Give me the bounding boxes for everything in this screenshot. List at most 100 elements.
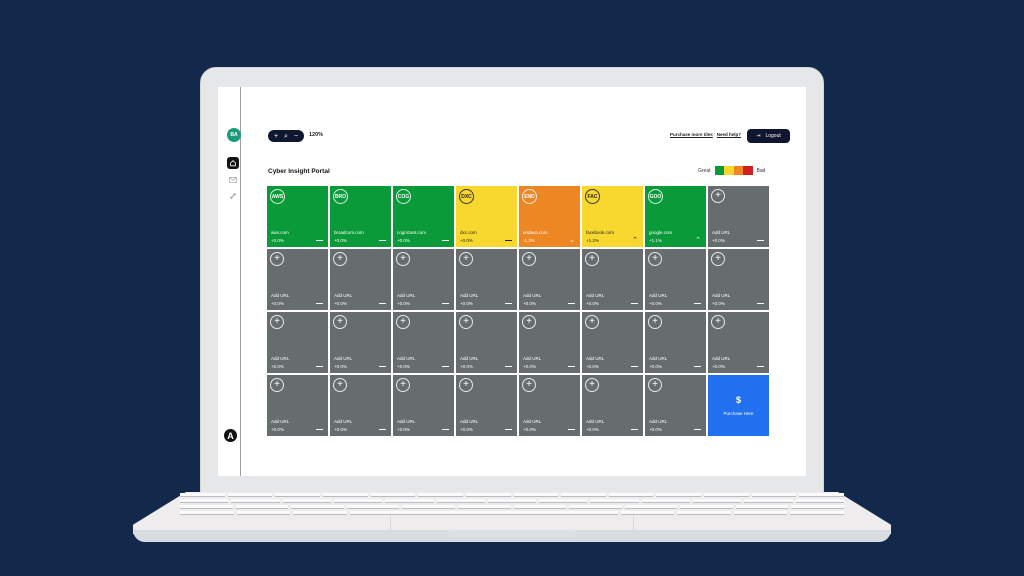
add-url-tile[interactable]: + Add URL +0.0% — [519, 249, 580, 310]
status-legend: Great Bad — [698, 166, 765, 175]
add-url-tile[interactable]: + Add URL +0.0% — [393, 249, 454, 310]
tile-change: +0.0% — [649, 427, 662, 432]
add-url-label: Add URL — [271, 356, 290, 361]
add-icon: + — [270, 252, 284, 266]
add-icon: + — [459, 252, 473, 266]
dollar-icon: $ — [735, 395, 741, 405]
add-icon: + — [459, 315, 473, 329]
trend-flat-icon — [568, 429, 575, 430]
add-url-tile[interactable]: + Add URL +0.0% — [708, 186, 769, 247]
add-url-tile[interactable]: + Add URL +0.0% — [330, 249, 391, 310]
sidebar-item-home[interactable] — [227, 157, 239, 169]
add-url-tile[interactable]: + Add URL +0.0% — [393, 312, 454, 373]
avatar[interactable]: BA — [227, 128, 241, 142]
tile-goo[interactable]: GOO google.com +1.1% ⌃ — [645, 186, 706, 247]
sidebar: BA A — [218, 87, 241, 476]
add-url-label: Add URL — [334, 419, 353, 424]
trend-flat-icon — [631, 303, 638, 304]
tile-fac[interactable]: FAC facebook.com +1.2% ⌃ — [582, 186, 643, 247]
tile-change: +0.0% — [334, 238, 347, 243]
add-icon: + — [522, 378, 536, 392]
tile-change: +0.0% — [460, 427, 473, 432]
legend-swatch-bad — [743, 166, 753, 175]
add-url-label: Add URL — [712, 293, 731, 298]
add-url-tile[interactable]: + Add URL +0.0% — [645, 375, 706, 436]
zoom-out-button[interactable]: − — [293, 132, 298, 140]
tile-change: +0.0% — [523, 364, 536, 369]
tile-url: broadcom.com — [334, 230, 364, 235]
trend-flat-icon — [568, 366, 575, 367]
purchase-tile[interactable]: $ Purchase Here — [708, 375, 769, 436]
ticker-badge: END — [522, 189, 537, 204]
tile-end[interactable]: END endava.com -1.3% ⌄ — [519, 186, 580, 247]
add-url-tile[interactable]: + Add URL +0.0% — [456, 312, 517, 373]
trend-flat-icon — [442, 429, 449, 430]
add-url-tile[interactable]: + Add URL +0.0% — [330, 312, 391, 373]
tile-cog[interactable]: COG cognizant.com +0.0% — [393, 186, 454, 247]
add-url-tile[interactable]: + Add URL +0.0% — [519, 312, 580, 373]
tile-change: +0.0% — [649, 301, 662, 306]
logout-button[interactable]: ⇥ Logout — [747, 129, 790, 143]
need-help-link[interactable]: Need help? — [716, 132, 742, 137]
sidebar-item-mail[interactable] — [228, 176, 238, 184]
trend-flat-icon — [757, 366, 764, 367]
add-url-tile[interactable]: + Add URL +0.0% — [708, 249, 769, 310]
mail-icon — [229, 177, 237, 183]
tile-change: +0.0% — [586, 301, 599, 306]
tile-change: +0.0% — [649, 364, 662, 369]
zoom-in-button[interactable]: + — [273, 132, 279, 140]
add-url-tile[interactable]: + Add URL +0.0% — [582, 249, 643, 310]
tile-change: +0.0% — [460, 364, 473, 369]
add-url-tile[interactable]: + Add URL +0.0% — [456, 375, 517, 436]
add-url-tile[interactable]: + Add URL +0.0% — [582, 312, 643, 373]
tile-change: +0.0% — [712, 301, 725, 306]
add-icon: + — [711, 189, 725, 203]
add-url-tile[interactable]: + Add URL +0.0% — [267, 312, 328, 373]
purchase-more-tiles-link[interactable]: Purchase more tiles — [670, 132, 713, 137]
add-url-label: Add URL — [397, 419, 416, 424]
add-url-tile[interactable]: + Add URL +0.0% — [645, 312, 706, 373]
zoom-search-icon[interactable]: ⌕ — [284, 132, 288, 140]
tile-bro[interactable]: BRO broadcom.com +0.0% — [330, 186, 391, 247]
add-icon: + — [711, 315, 725, 329]
tile-url: aws.com — [271, 230, 289, 235]
trend-flat-icon — [379, 366, 386, 367]
tile-change: +0.0% — [397, 301, 410, 306]
tile-change: +0.0% — [397, 364, 410, 369]
tile-dxc[interactable]: DXC dxc.com +0.0% — [456, 186, 517, 247]
add-url-tile[interactable]: + Add URL +0.0% — [267, 249, 328, 310]
add-url-label: Add URL — [460, 419, 479, 424]
add-url-label: Add URL — [712, 356, 731, 361]
add-url-tile[interactable]: + Add URL +0.0% — [582, 375, 643, 436]
trend-up-icon: ⌃ — [632, 237, 638, 244]
sidebar-item-link[interactable] — [228, 191, 238, 201]
add-url-label: Add URL — [523, 293, 542, 298]
add-url-tile[interactable]: + Add URL +0.0% — [393, 375, 454, 436]
keyboard — [179, 493, 845, 515]
tile-aws[interactable]: AWS aws.com +0.0% — [267, 186, 328, 247]
add-icon: + — [333, 378, 347, 392]
tile-change: +1.2% — [586, 238, 599, 243]
add-url-tile[interactable]: + Add URL +0.0% — [267, 375, 328, 436]
add-url-tile[interactable]: + Add URL +0.0% — [708, 312, 769, 373]
add-url-tile[interactable]: + Add URL +0.0% — [519, 375, 580, 436]
add-icon: + — [270, 378, 284, 392]
add-url-tile[interactable]: + Add URL +0.0% — [456, 249, 517, 310]
app-screen: BA A + ⌕ − 120% Purchase more tiles Need… — [218, 87, 806, 476]
tile-change: +0.0% — [334, 301, 347, 306]
tile-url: endava.com — [523, 230, 548, 235]
trend-flat-icon — [505, 366, 512, 367]
add-icon: + — [270, 315, 284, 329]
tile-change: +0.0% — [460, 238, 473, 243]
trend-flat-icon — [442, 303, 449, 304]
add-url-label: Add URL — [586, 293, 605, 298]
trend-flat-icon — [379, 429, 386, 430]
add-icon: + — [648, 378, 662, 392]
trend-flat-icon — [505, 303, 512, 304]
ticker-badge: AWS — [270, 189, 285, 204]
add-url-tile[interactable]: + Add URL +0.0% — [645, 249, 706, 310]
tile-change: +0.0% — [397, 427, 410, 432]
tile-change: +0.0% — [271, 427, 284, 432]
add-icon: + — [522, 252, 536, 266]
add-url-tile[interactable]: + Add URL +0.0% — [330, 375, 391, 436]
